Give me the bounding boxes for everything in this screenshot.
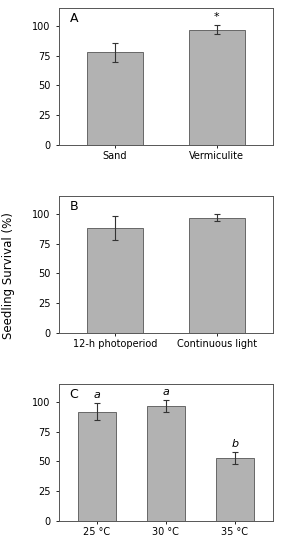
Bar — [87, 228, 143, 333]
Text: Seedling Survival (%): Seedling Survival (%) — [2, 212, 15, 339]
Bar — [87, 52, 143, 144]
Bar — [216, 458, 254, 521]
Text: C: C — [70, 388, 78, 402]
Bar — [189, 218, 244, 333]
Bar — [78, 412, 116, 521]
Text: a: a — [94, 391, 100, 401]
Bar — [189, 30, 244, 144]
Bar — [147, 406, 185, 521]
Text: A: A — [70, 12, 78, 25]
Text: a: a — [162, 387, 169, 397]
Text: b: b — [231, 439, 238, 449]
Text: B: B — [70, 201, 78, 213]
Text: *: * — [214, 12, 219, 22]
